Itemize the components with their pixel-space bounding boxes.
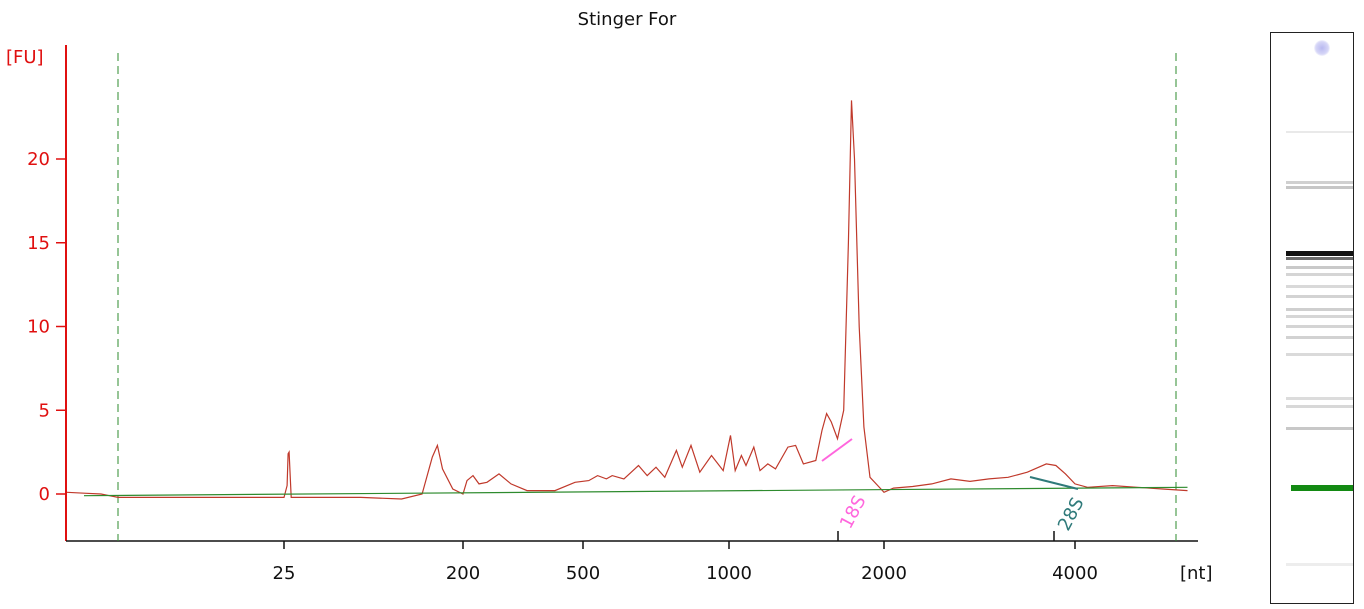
gel-band [1286,405,1353,408]
fluorescence-trace [66,100,1188,500]
gel-lane-image [1270,32,1354,604]
gel-band [1286,308,1353,311]
gel-band [1286,266,1353,269]
gel-band [1286,563,1353,566]
y-tick-label: 15 [27,233,50,254]
chart-title: Stinger For [578,9,677,30]
y-tick-label: 10 [27,317,50,338]
x-tick-label: 500 [566,563,600,584]
gel-band [1286,186,1353,189]
gel-band [1286,295,1353,298]
gel-band [1286,257,1353,260]
gel-band [1286,353,1353,356]
gel-band [1286,251,1353,256]
y-tick-label: 20 [27,149,50,170]
gel-band [1286,181,1353,184]
baseline-line [83,486,1188,497]
gel-band [1286,315,1353,318]
gel-band [1286,336,1353,339]
gel-band [1286,397,1353,400]
gel-band [1286,325,1353,328]
28s-peak-marker [1029,476,1079,490]
plot-area [66,100,1188,500]
lane-guides [117,53,1177,541]
lower-marker-band [1291,485,1353,491]
y-tick-label: 0 [39,484,50,505]
gel-band [1286,131,1353,133]
x-tick-label: 2000 [861,563,907,584]
peak-labels: 18S 28S [821,438,1089,534]
18s-label: 18S [836,492,871,532]
x-tick-label: 1000 [706,563,752,584]
electropherogram-chart: Stinger For [FU] [nt] 0 5 10 15 20 25 200 500 10… [6,9,1213,584]
y-axis-label: [FU] [6,47,44,68]
28s-label: 28S [1054,494,1089,534]
gel-band [1286,285,1353,288]
gel-band [1286,273,1353,276]
lane-well-spot [1314,40,1330,56]
y-tick-label: 5 [39,400,50,421]
x-axis-label: [nt] [1180,563,1213,584]
18s-peak-marker [821,438,853,462]
chart-axes: 0 5 10 15 20 25 200 500 1000 2000 4000 [27,45,1198,584]
x-tick-label: 200 [446,563,480,584]
x-tick-label: 4000 [1052,563,1098,584]
x-tick-label: 25 [273,563,296,584]
gel-band [1286,427,1353,430]
